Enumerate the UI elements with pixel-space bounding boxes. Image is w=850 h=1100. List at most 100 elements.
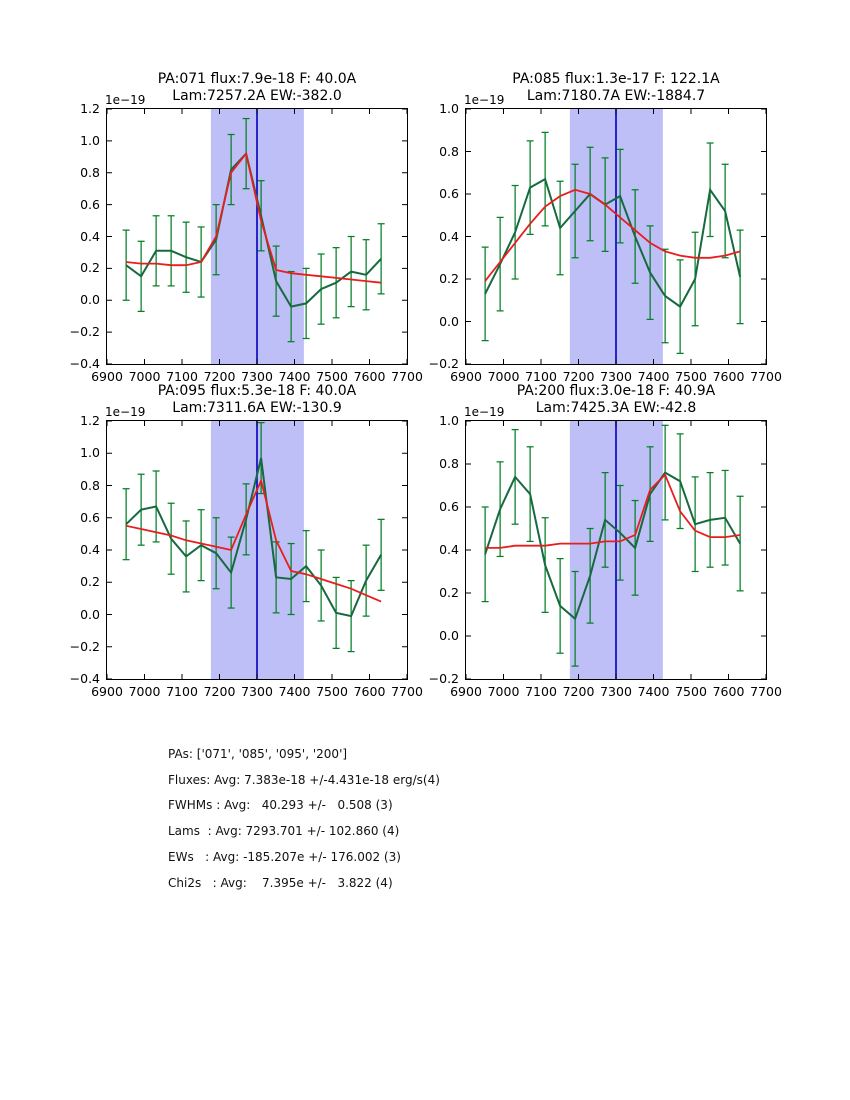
x-tick-label: 6900 — [91, 369, 123, 384]
x-tick-label: 7000 — [128, 684, 161, 699]
summary-block: PAs: ['071', '085', '095', '200'] Fluxes… — [168, 742, 440, 896]
subplot-3-plot-area — [107, 421, 407, 679]
x-tick-label: 7100 — [525, 369, 557, 384]
y-tick-label: 0.4 — [439, 228, 459, 244]
x-tick-label: 7500 — [316, 369, 348, 384]
y-tick-label: 0.2 — [80, 574, 100, 590]
y-tick-label: −0.2 — [69, 324, 100, 340]
x-tick-label: 6900 — [450, 369, 482, 384]
y-tick-label: 0.4 — [439, 542, 459, 557]
x-tick-label: 7400 — [278, 369, 311, 384]
y-tick-label: −0.2 — [428, 671, 459, 686]
subplot-1-title-line2: Lam:7257.2A EW:-382.0 — [172, 88, 342, 104]
subplot-3-title-line1: PA:095 flux:5.3e-18 F: 40.0A — [157, 383, 357, 399]
y-tick-label: 0.6 — [80, 196, 100, 212]
x-tick-label: 7500 — [675, 369, 707, 384]
y-tick-label: 0.4 — [80, 542, 100, 557]
subplot-3-title-line2: Lam:7311.6A EW:-130.9 — [172, 400, 342, 416]
y-axis-offset-label: 1e−19 — [105, 93, 146, 107]
x-tick-label: 7000 — [487, 369, 520, 384]
y-tick-label: 0.6 — [80, 509, 100, 525]
y-tick-label: 0.0 — [80, 606, 100, 622]
x-tick-label: 7500 — [675, 684, 707, 699]
fit-line — [125, 477, 382, 603]
y-tick-label: −0.4 — [69, 356, 100, 371]
subplot-panel-3: PA:095 flux:5.3e-18 F: 40.0A Lam:7311.6A … — [70, 383, 423, 699]
x-tick-label: 7400 — [637, 684, 670, 699]
subplot-panel-1: PA:071 flux:7.9e-18 F: 40.0A Lam:7257.2A … — [70, 71, 423, 384]
summary-line-lams: Lams : Avg: 7293.701 +/- 102.860 (4) — [168, 824, 400, 839]
y-axis-offset-label: 1e−19 — [464, 93, 505, 107]
x-tick-label: 7700 — [391, 369, 423, 384]
x-tick-label: 7200 — [203, 684, 236, 699]
y-tick-label: 1.0 — [80, 132, 100, 148]
y-axis-offset-label: 1e−19 — [464, 405, 505, 419]
tick-marks — [466, 421, 766, 679]
x-tick-label: 7100 — [166, 684, 198, 699]
summary-line-fluxes: Fluxes: Avg: 7.383e-18 +/-4.431e-18 erg/… — [168, 772, 440, 787]
summary-line-fwhms: FWHMs : Avg: 40.293 +/- 0.508 (3) — [168, 798, 393, 813]
summary-line-pas: PAs: ['071', '085', '095', '200'] — [168, 747, 348, 761]
y-tick-label: −0.4 — [69, 671, 100, 686]
x-tick-label: 7600 — [712, 684, 745, 699]
x-tick-label: 7000 — [128, 369, 161, 384]
y-tick-label: 0.0 — [80, 292, 100, 308]
subplot-2-title-line2: Lam:7180.7A EW:-1884.7 — [526, 88, 706, 104]
x-tick-label: 7200 — [203, 369, 236, 384]
x-tick-label: 7500 — [316, 684, 348, 699]
y-tick-label: 0.8 — [80, 164, 100, 180]
x-tick-label: 7600 — [353, 684, 386, 699]
subplot-4-plot-area — [466, 421, 766, 679]
summary-line-ews: EWs : Avg: -185.207e +/- 176.002 (3) — [168, 849, 401, 864]
y-tick-label: 0.8 — [439, 456, 459, 471]
subplot-1-title-line1: PA:071 flux:7.9e-18 F: 40.0A — [157, 71, 357, 87]
y-tick-label: 0.6 — [439, 499, 459, 514]
x-tick-label: 7600 — [353, 369, 386, 384]
y-tick-label: 1.2 — [80, 413, 100, 428]
y-tick-label: 1.0 — [439, 413, 459, 428]
y-tick-label: 0.8 — [439, 143, 459, 159]
y-tick-label: 0.6 — [439, 186, 459, 201]
y-tick-label: 1.2 — [80, 101, 100, 116]
x-tick-label: 7700 — [750, 369, 782, 384]
y-tick-label: 0.2 — [439, 585, 459, 600]
y-tick-label: 1.0 — [80, 445, 100, 461]
x-tick-label: 7000 — [487, 684, 520, 699]
data-series-line — [125, 457, 382, 618]
y-axis-offset-label: 1e−19 — [105, 405, 146, 419]
x-tick-label: 6900 — [91, 684, 123, 699]
fit-line — [485, 473, 741, 549]
summary-line-chi2s: Chi2s : Avg: 7.395e +/- 3.822 (4) — [168, 875, 393, 890]
subplot-1-plot-area — [107, 109, 407, 364]
subplot-4-title-line1: PA:200 flux:3.0e-18 F: 40.9A — [516, 383, 716, 399]
x-tick-label: 7200 — [562, 684, 595, 699]
x-tick-label: 7300 — [241, 684, 273, 699]
x-tick-label: 7700 — [391, 684, 423, 699]
x-tick-label: 7100 — [166, 369, 198, 384]
y-tick-label: −0.2 — [428, 356, 459, 371]
y-tick-label: 0.4 — [80, 228, 100, 244]
x-tick-label: 7600 — [712, 369, 745, 384]
tick-marks — [466, 109, 766, 364]
x-tick-label: 7200 — [562, 369, 595, 384]
y-tick-label: 1.0 — [439, 101, 459, 116]
x-tick-label: 7300 — [600, 684, 632, 699]
y-tick-label: 0.2 — [439, 271, 459, 286]
subplot-4-title-line2: Lam:7425.3A EW:-42.8 — [535, 400, 697, 416]
x-tick-label: 7400 — [637, 369, 670, 384]
tick-marks — [107, 421, 407, 679]
x-tick-label: 6900 — [450, 684, 482, 699]
y-tick-label: 0.8 — [80, 477, 100, 493]
tick-marks — [107, 109, 407, 364]
y-tick-label: 0.2 — [80, 260, 100, 276]
subplot-panel-2: PA:085 flux:1.3e-17 F: 122.1A Lam:7180.7A… — [429, 71, 782, 384]
x-tick-label: 7400 — [278, 684, 311, 699]
y-tick-label: −0.2 — [69, 638, 100, 654]
x-tick-label: 7300 — [600, 369, 632, 384]
fit-line — [126, 151, 382, 284]
subplot-panel-4: PA:200 flux:3.0e-18 F: 40.9A Lam:7425.3A … — [429, 383, 782, 699]
x-tick-label: 7100 — [525, 684, 557, 699]
x-tick-label: 7700 — [750, 684, 782, 699]
subplot-2-plot-area — [466, 109, 766, 364]
